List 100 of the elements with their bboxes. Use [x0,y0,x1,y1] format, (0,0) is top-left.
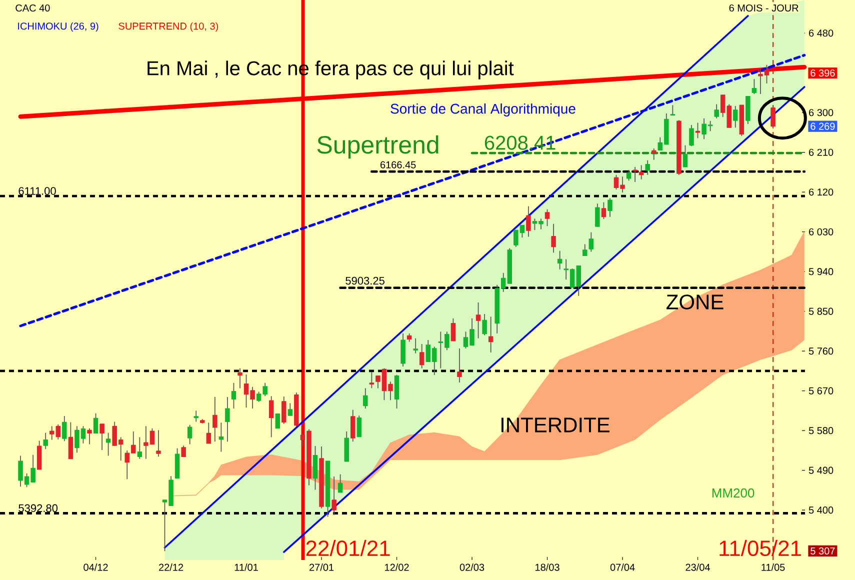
candlestick [626,170,632,182]
candlestick [87,428,92,445]
candlestick [770,107,776,129]
annotation: ICHIMOKU (26, 9) [18,22,98,32]
y-tick-label: 6 480 [809,30,834,37]
chart-title: CAC 40 [16,4,50,12]
candlestick [369,371,374,389]
candlestick [457,348,462,383]
annotation: ZONE [666,294,724,310]
candlestick [212,396,218,442]
x-tick-label: 07/04 [610,564,635,571]
candlestick [526,206,531,238]
annotation: MM200 [712,488,754,498]
candlestick [100,424,104,450]
y-tick-label: 5 670 [808,387,834,394]
ref-line-label: 5392.80 [18,504,58,512]
candlestick [350,409,356,442]
candlestick [652,148,656,160]
candlestick [752,78,757,95]
candlestick [638,164,644,180]
candlestick [733,106,738,128]
candlestick [394,374,400,409]
candlestick [557,250,562,270]
x-tick-label: 04/12 [84,564,108,571]
candlestick [344,431,349,462]
candlestick [482,314,487,336]
candlestick [312,446,318,490]
candlestick [181,445,186,458]
text: 6 396 [810,69,835,77]
annotation: 6 269 [810,122,835,130]
candlestick [194,410,198,422]
candlestick [332,476,336,516]
candlestick [36,440,42,470]
candlestick [62,416,67,442]
y-tick-label: 5 490 [808,466,834,474]
candlestick [156,430,161,458]
x-tick-label: 23/04 [686,564,710,571]
candlestick [338,474,343,493]
candlestick [400,332,406,367]
candlestick [601,202,606,220]
candlestick [450,318,456,342]
y-tick-label: 5 760 [808,348,834,355]
candlestick [231,382,236,409]
candlestick [595,203,600,227]
x-tick-label: 02/03 [460,564,484,571]
candlestick [670,104,676,116]
x-tick-label: 27/01 [310,564,334,571]
candlestick [544,208,550,227]
annotation: 5903.25 [346,276,384,285]
annotation: 6166.45 [380,161,416,168]
y-tick-label: 6 300 [809,109,834,116]
candlestick [43,432,48,450]
y-tick-label: 5 400 [808,506,834,514]
annotation: Sortie de Canal Algorithmique [390,103,576,116]
candlestick [419,344,424,369]
candlestick [608,198,612,218]
candlestick [488,316,494,353]
candlestick [682,144,688,168]
annotation: 11/05/21 [720,540,801,556]
y-tick-label: 5 940 [808,268,834,276]
candlestick [206,422,212,444]
candlestick [137,436,142,460]
candlestick [689,124,694,147]
candlestick [268,396,274,438]
candlestick [68,422,74,460]
candlestick [218,422,224,452]
candlestick [363,388,368,409]
y-tick-label: 6 210 [809,148,834,156]
candlestick [413,338,418,354]
x-tick-label: 22/12 [159,564,184,571]
chart-subtitle: 6 MOIS - JOUR [729,4,798,12]
candlestick [356,415,362,438]
annotation: INTERDITE [502,418,610,432]
x-tick-label: 12/02 [385,564,409,571]
annotation: SUPERTREND (10, 3) [118,22,218,32]
text: 5 307 [810,547,835,555]
candlestick [225,396,230,442]
x-tick-label: 11/01 [234,564,258,571]
annotation: 22/01/21 [306,540,390,556]
y-tick-label: 5 580 [808,427,834,434]
candlestick [582,244,588,256]
candlestick [714,104,719,119]
candlestick [632,166,638,182]
y-tick-label: 5 850 [808,308,834,315]
y-tick-label: 6 120 [809,188,834,196]
ref-line-label: 6111.00 [18,187,56,195]
candlestick [106,432,111,456]
candlestick [695,122,700,139]
annotation: Supertrend [317,135,438,159]
candlestick [275,413,280,429]
x-tick-label: 11/05 [762,564,785,571]
candlestick [187,424,192,445]
candlestick [288,402,293,416]
candlestick [551,223,556,254]
x-tick-label: 18/03 [536,564,560,571]
candlestick [588,232,594,252]
candlestick [282,396,286,424]
candlestick [238,368,242,389]
candlestick [476,302,481,339]
y-tick-label: 6 030 [809,228,834,236]
